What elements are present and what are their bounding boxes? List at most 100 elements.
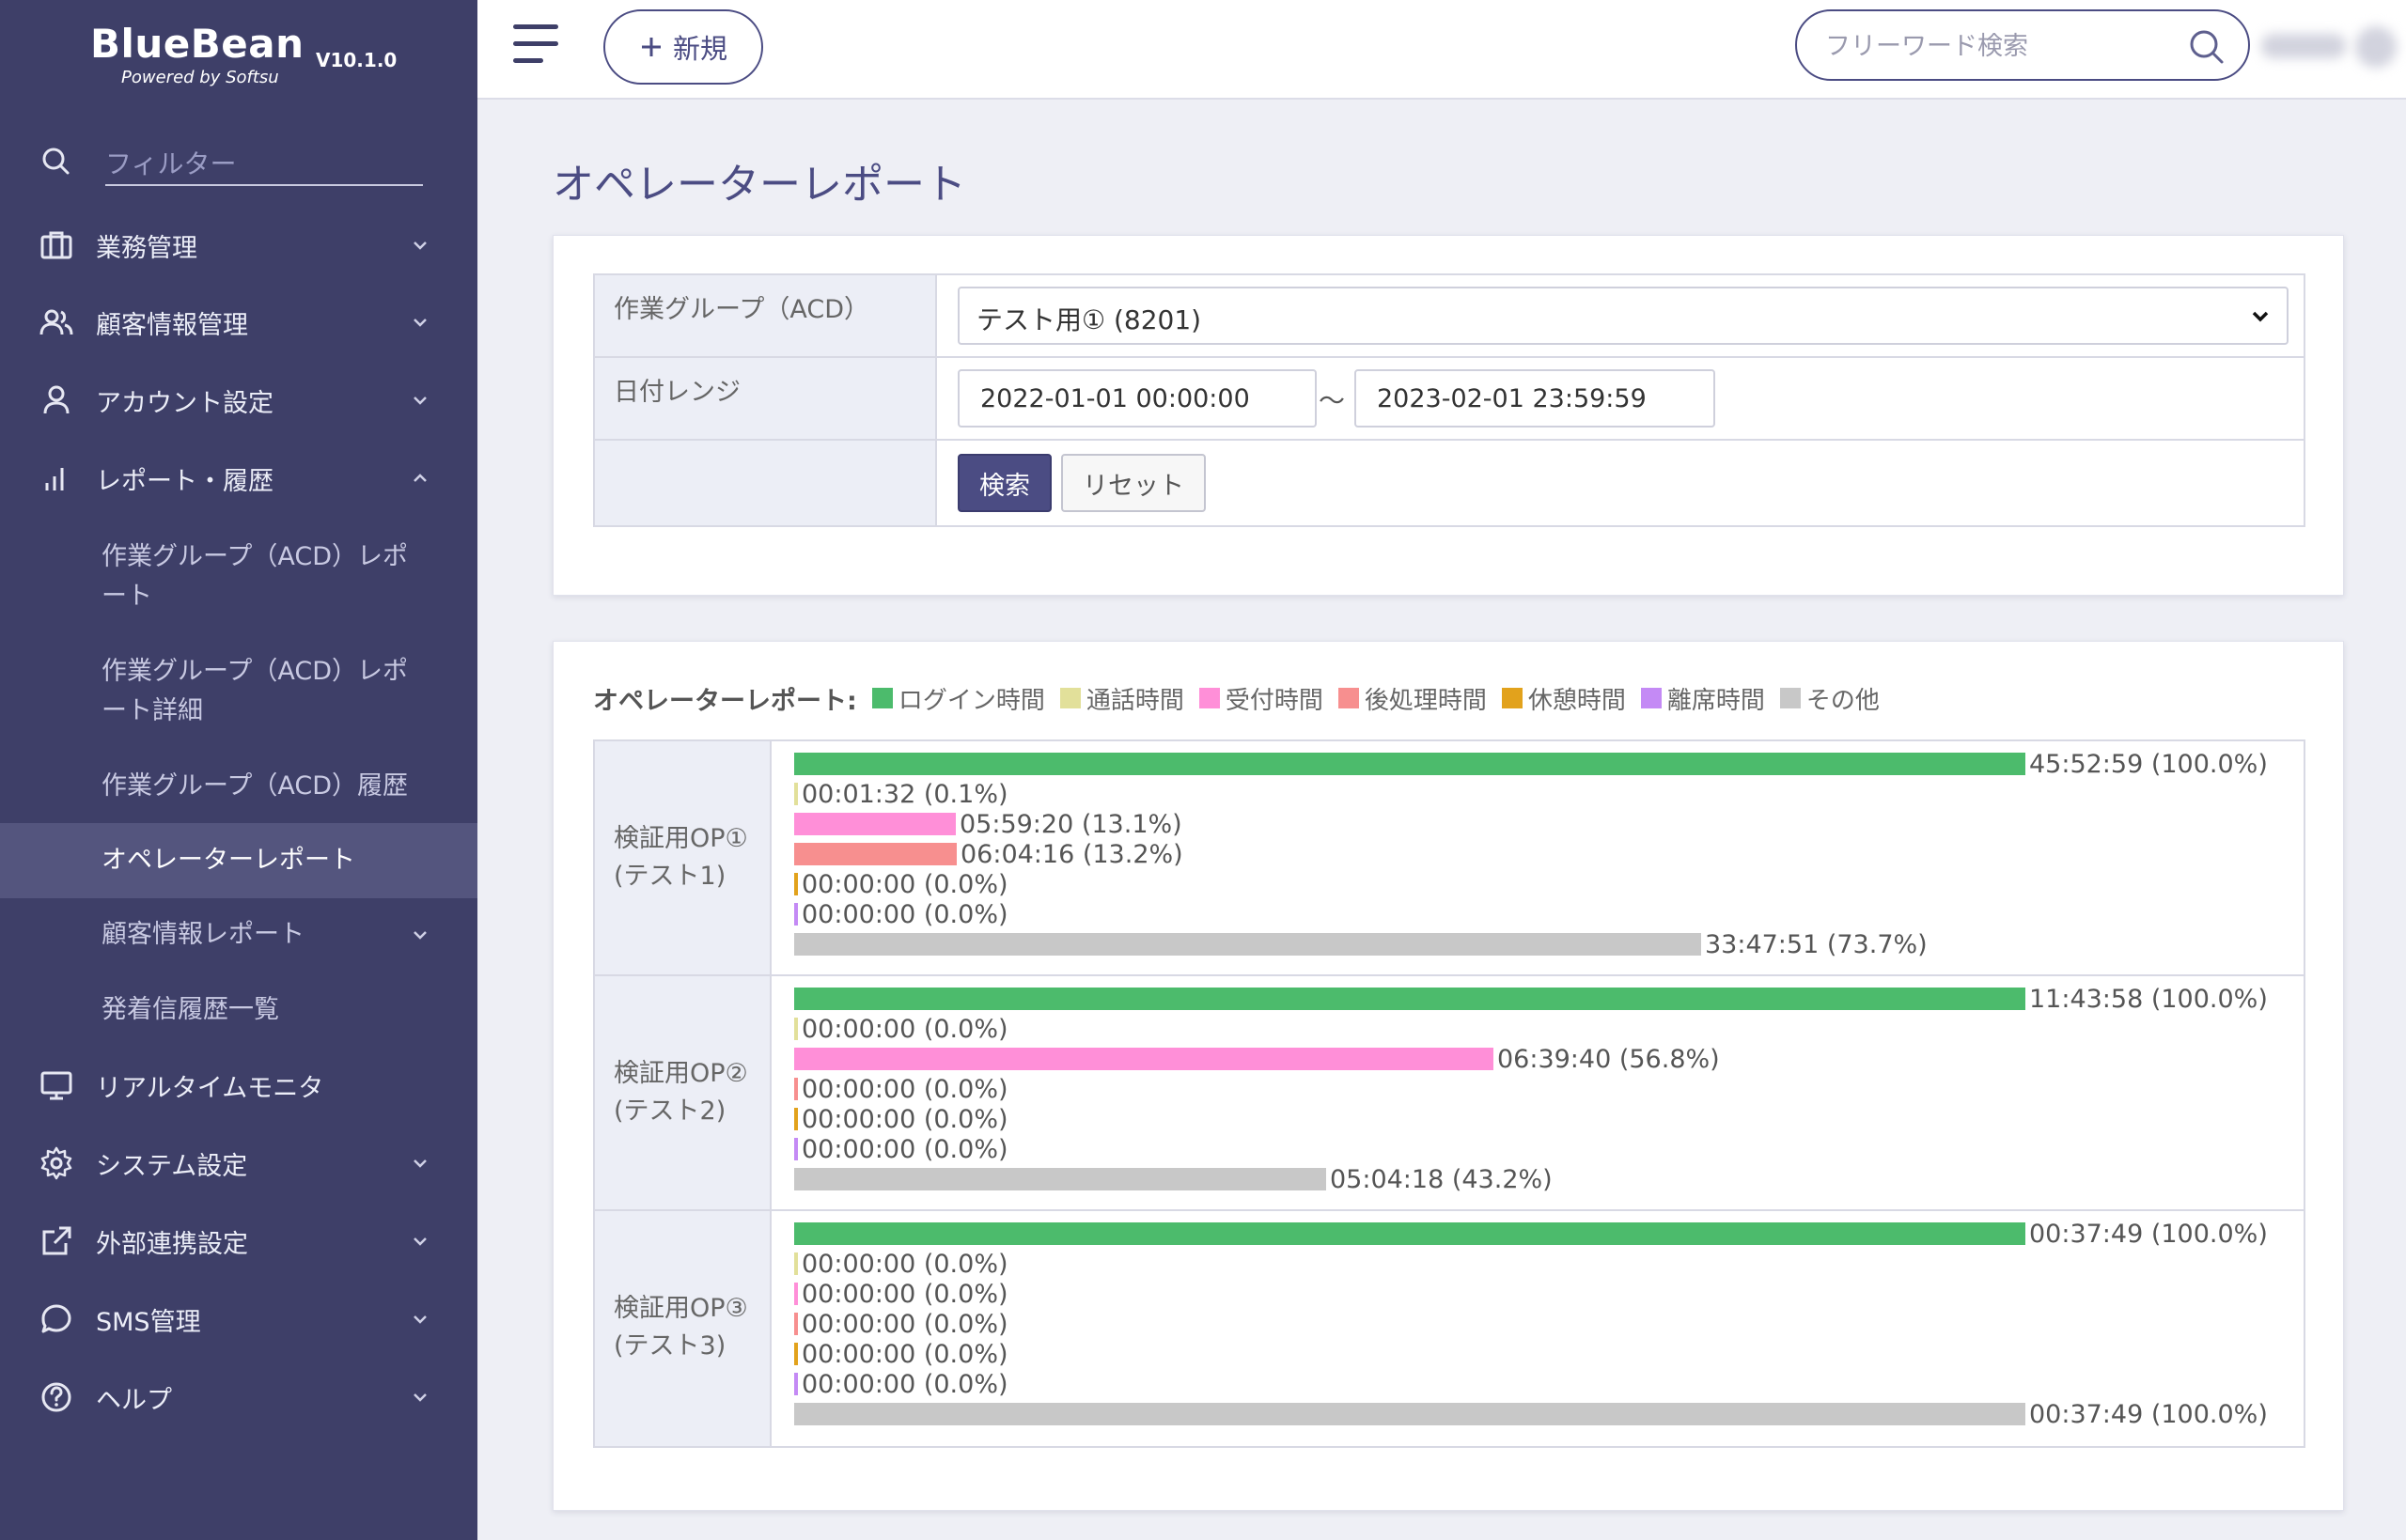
operator-row: 検証用OP② (テスト2) 11:43:58 (100.0%) 00:00:00…: [595, 976, 2304, 1211]
filter-label-cell: 日付レンジ: [595, 358, 937, 439]
bar-login: [794, 988, 2025, 1010]
bar-value: 00:00:00 (0.0%): [802, 1309, 1008, 1339]
gear-icon: [40, 1146, 72, 1180]
legend-item: ログイン時間: [871, 681, 1045, 716]
bar-line: 00:00:00 (0.0%): [794, 1339, 1008, 1369]
sidebar-subitem-acd-history[interactable]: 作業グループ（ACD）履歴: [0, 765, 477, 808]
sidebar-filter-input[interactable]: [105, 143, 423, 186]
sidebar-subitem-operator-report[interactable]: オペレーターレポート: [0, 823, 477, 898]
app-logo[interactable]: BlueBean Powered by Softsu V10.1.0: [90, 21, 429, 96]
sidebar-item-label: 業務管理: [96, 233, 197, 263]
bar-line: 33:47:51 (73.7%): [794, 929, 1928, 959]
sidebar-subitem-call-history[interactable]: 発着信履歴一覧: [0, 988, 477, 1032]
freeword-search-input[interactable]: [1825, 24, 2182, 68]
user-icon: [43, 385, 70, 414]
operator-bars: 00:37:49 (100.0%) 00:00:00 (0.0%) 00:00:…: [773, 1211, 2304, 1446]
sidebar-subitem-acd-report[interactable]: 作業グループ（ACD）レポート: [0, 536, 477, 620]
bar-line: 00:00:00 (0.0%): [794, 1104, 1008, 1134]
date-to-input[interactable]: [1354, 369, 1715, 428]
operator-sub-name: (テスト1): [614, 862, 726, 891]
bar-value: 33:47:51 (73.7%): [1705, 929, 1928, 959]
sidebar-item-label: 顧客情報管理: [96, 310, 248, 340]
bar-value: 05:04:18 (43.2%): [1330, 1164, 1553, 1194]
bar-post-processing: [794, 843, 957, 865]
date-range-label: 日付レンジ: [614, 378, 741, 407]
bar-reception: [794, 813, 956, 835]
sidebar-item-customer-info[interactable]: 顧客情報管理: [0, 289, 477, 355]
plus-icon: [641, 38, 661, 56]
search-icon: [42, 148, 70, 175]
chevron-down-icon: [414, 1237, 427, 1246]
legend-swatch: [1640, 688, 1662, 708]
sidebar-item-realtime-monitor[interactable]: リアルタイムモニタ: [0, 1052, 477, 1118]
sidebar-subitem-label: 作業グループ（ACD）レポート詳細: [102, 657, 409, 725]
bar-line: 05:04:18 (43.2%): [794, 1164, 1553, 1194]
search-button[interactable]: 検索: [958, 454, 1052, 512]
legend-swatch: [1059, 688, 1081, 708]
legend-label: その他: [1805, 686, 1880, 715]
new-button-label: 新規: [672, 33, 727, 65]
reset-button[interactable]: リセット: [1061, 454, 1206, 512]
filter-form: 作業グループ（ACD） テスト用① (8201) 日付レンジ ～ 検索 リセット: [593, 273, 2305, 527]
legend-label: 離席時間: [1666, 686, 1765, 715]
chevron-down-icon: [414, 241, 427, 250]
bar-break: [794, 873, 798, 895]
sidebar-subitem-label: 発着信履歴一覧: [102, 995, 279, 1024]
report-card: オペレーターレポート: ログイン時間 通話時間 受付時間 後処理時間 休憩時間 …: [553, 641, 2344, 1511]
search-icon[interactable]: [2186, 26, 2227, 68]
legend-swatch: [1501, 688, 1523, 708]
group-select[interactable]: テスト用① (8201): [958, 287, 2289, 345]
sidebar-subitem-acd-report-detail[interactable]: 作業グループ（ACD）レポート詳細: [0, 650, 477, 735]
chevron-up-icon: [414, 474, 427, 482]
group-label: 作業グループ（ACD）: [614, 295, 870, 324]
sidebar-item-label: ヘルプ: [96, 1385, 172, 1415]
sidebar-item-business[interactable]: 業務管理: [0, 212, 477, 278]
sidebar-subitem-customer-report[interactable]: 顧客情報レポート: [0, 913, 477, 957]
sidebar-filter: [38, 139, 423, 188]
bar-value: 00:00:00 (0.0%): [802, 1074, 1008, 1104]
chevron-down-icon: [414, 1393, 427, 1402]
chevron-down-icon: [414, 1159, 427, 1168]
bar-line: 00:00:00 (0.0%): [794, 869, 1008, 899]
sidebar-item-reports[interactable]: レポート・履歴: [0, 445, 477, 511]
sidebar-item-external-integration[interactable]: 外部連携設定: [0, 1208, 477, 1274]
briefcase-icon: [40, 231, 72, 259]
sidebar-item-system-settings[interactable]: システム設定: [0, 1130, 477, 1196]
operator-row: 検証用OP① (テスト1) 45:52:59 (100.0%) 00:01:32…: [595, 741, 2304, 976]
filter-label-cell: [595, 441, 937, 525]
chevron-down-icon: [414, 319, 427, 327]
sidebar-item-sms[interactable]: SMS管理: [0, 1286, 477, 1352]
chat-bubble-icon: [41, 1304, 71, 1333]
report-legend: オペレーターレポート: ログイン時間 通話時間 受付時間 後処理時間 休憩時間 …: [593, 679, 1895, 717]
menu-toggle-button[interactable]: [513, 24, 562, 66]
operator-name-cell: 検証用OP② (テスト2): [595, 976, 772, 1209]
bar-talk: [794, 1018, 798, 1040]
operator-name: 検証用OP③: [614, 1294, 748, 1323]
operator-sub-name: (テスト2): [614, 1097, 726, 1126]
bar-line: 00:00:00 (0.0%): [794, 1279, 1008, 1309]
bar-line: 06:04:16 (13.2%): [794, 839, 1183, 869]
bar-away: [794, 1373, 798, 1395]
bar-line: 00:00:00 (0.0%): [794, 1014, 1008, 1044]
bar-post-processing: [794, 1313, 798, 1335]
bar-line: 00:00:00 (0.0%): [794, 1309, 1008, 1339]
new-button[interactable]: 新規: [603, 9, 763, 85]
filter-value-cell: テスト用① (8201): [939, 275, 2304, 356]
bar-login: [794, 753, 2025, 775]
user-name-blurred: [2261, 34, 2346, 58]
date-from-input[interactable]: [958, 369, 1317, 428]
bar-line: 00:00:00 (0.0%): [794, 899, 1008, 929]
filter-row-group: 作業グループ（ACD） テスト用① (8201): [595, 275, 2304, 358]
bar-value: 00:37:49 (100.0%): [2029, 1399, 2268, 1429]
sidebar-subitem-label: 作業グループ（ACD）レポート: [102, 542, 409, 611]
bar-value: 06:04:16 (13.2%): [961, 839, 1183, 869]
sidebar-item-label: アカウント設定: [96, 388, 273, 418]
bar-away: [794, 1138, 798, 1160]
sidebar-item-help[interactable]: ヘルプ: [0, 1364, 477, 1430]
legend-swatch: [1779, 688, 1801, 708]
legend-swatch: [1337, 688, 1359, 708]
user-menu[interactable]: [2261, 23, 2402, 71]
sidebar-item-account[interactable]: アカウント設定: [0, 367, 477, 433]
chevron-down-icon: [414, 931, 427, 940]
bar-line: 00:00:00 (0.0%): [794, 1134, 1008, 1164]
